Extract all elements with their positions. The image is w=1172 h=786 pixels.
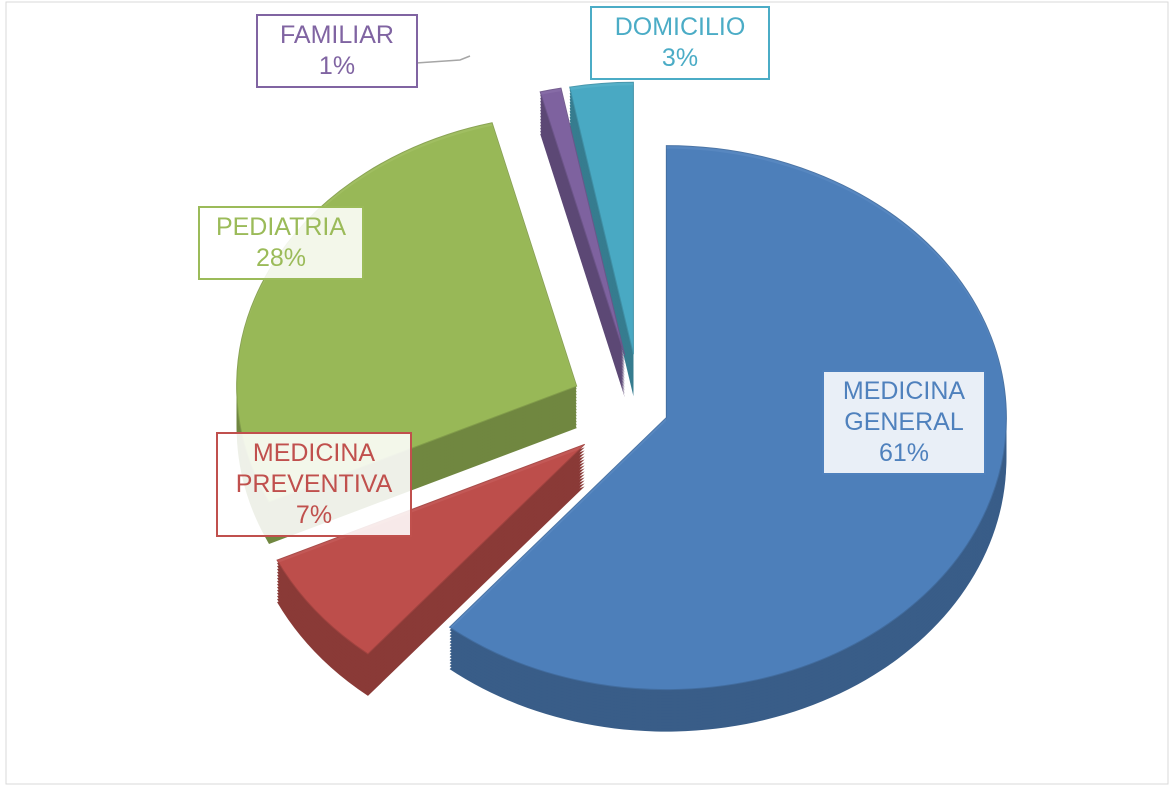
category-label: DOMICILIO (614, 13, 746, 41)
value-label: 7% (295, 501, 333, 529)
category-label: MEDICINA GENERAL (842, 377, 966, 436)
slice-side (540, 103, 625, 371)
value-label: 28% (255, 244, 307, 272)
slice (539, 87, 626, 356)
slice-side (540, 94, 625, 362)
slice (569, 81, 634, 355)
value-label: 1% (318, 52, 356, 80)
slice-side (540, 124, 625, 392)
slice-side (540, 100, 625, 368)
data-label: PEDIATRIA 28% (198, 206, 364, 280)
data-label: FAMILIAR 1% (256, 14, 418, 88)
slice-side (540, 118, 625, 386)
slice-side (540, 130, 625, 398)
value-label: 61% (878, 439, 930, 467)
slice-side (540, 112, 625, 380)
category-label: MEDICINA PREVENTIVA (235, 439, 393, 498)
data-label: MEDICINA PREVENTIVA 7% (216, 432, 412, 537)
slice-side (540, 109, 625, 377)
chart-frame (5, 1, 1169, 785)
data-label: DOMICILIO 3% (590, 6, 770, 80)
data-label: MEDICINA GENERAL 61% (822, 370, 986, 475)
slice-side (540, 127, 625, 395)
slice-side (540, 106, 625, 374)
category-label: FAMILIAR (280, 21, 394, 49)
slice (276, 443, 586, 655)
value-label: 3% (661, 44, 699, 72)
leader-line (415, 55, 471, 64)
category-label: PEDIATRIA (215, 213, 347, 241)
slice-side (540, 115, 625, 383)
slice (448, 145, 1007, 691)
slice-side (540, 121, 625, 389)
slice-side (540, 97, 625, 365)
